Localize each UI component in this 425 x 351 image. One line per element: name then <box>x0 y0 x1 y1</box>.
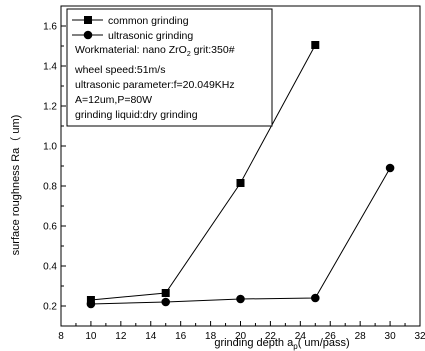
legend-entry-label: ultrasonic grinding <box>108 30 193 42</box>
square-marker <box>236 179 245 187</box>
legend-box <box>66 8 273 127</box>
x-axis-ticks: 8 10 12 14 16 18 20 22 24 26 28 30 32 <box>58 321 425 342</box>
series-markers <box>86 41 395 309</box>
x-tick-label: 12 <box>115 331 127 342</box>
legend-entry-label: common grinding <box>108 15 189 27</box>
y-axis-ticks: 0.2 0.4 0.6 0.8 1.0 1.2 1.4 1.6 <box>43 22 66 313</box>
square-marker <box>161 289 170 297</box>
x-tick-label: 24 <box>295 331 307 342</box>
legend: common grinding ultrasonic grinding Workma… <box>66 8 273 127</box>
circle-marker <box>310 293 320 303</box>
x-tick-label: 20 <box>235 331 247 342</box>
y-tick-label: 1.4 <box>43 62 57 73</box>
legend-annotation: Workmaterial: nano ZrO2 grit:350# <box>75 44 235 58</box>
x-tick-label: 32 <box>414 331 425 342</box>
legend-circle-marker <box>83 30 93 40</box>
legend-square-marker <box>84 16 92 24</box>
y-tick-label: 0.8 <box>43 182 57 193</box>
x-tick-label: 14 <box>145 331 157 342</box>
x-axis-label-subscript: p <box>293 342 298 351</box>
circle-marker <box>161 297 171 307</box>
y-tick-label: 1.0 <box>43 142 57 153</box>
x-tick-label: 18 <box>205 331 217 342</box>
circle-marker <box>236 294 245 304</box>
x-tick-label: 26 <box>325 331 337 342</box>
circle-marker <box>86 299 96 309</box>
x-tick-label: 22 <box>265 331 277 342</box>
y-axis-label: surface roughness Ra（ um) <box>9 115 22 256</box>
x-tick-label: 16 <box>175 331 187 342</box>
y-tick-label: 0.2 <box>43 302 57 313</box>
x-tick-label: 28 <box>355 331 367 342</box>
circle-marker <box>385 163 395 173</box>
series-line <box>90 44 316 301</box>
legend-annotation: ultrasonic parameter:f=20.049KHz <box>75 79 235 91</box>
square-marker <box>311 41 320 49</box>
x-axis-label-main: grinding depth a <box>214 337 294 349</box>
legend-annotation: wheel speed:51m/s <box>74 64 165 76</box>
y-tick-label: 1.6 <box>43 22 57 33</box>
series-line <box>90 167 391 305</box>
x-axis-label: grinding depth ap( um/pass) <box>214 337 349 351</box>
y-tick-label: 1.2 <box>43 102 57 113</box>
x-axis-label-unit: ( um/pass) <box>298 337 350 349</box>
y-tick-label: 0.6 <box>43 222 57 233</box>
legend-annotation: grinding liquid:dry grinding <box>75 109 198 121</box>
x-tick-label: 10 <box>85 331 97 342</box>
x-tick-label: 30 <box>385 331 397 342</box>
y-tick-label: 0.4 <box>43 262 57 273</box>
legend-annotation: A=12um,P=80W <box>75 94 152 106</box>
x-tick-label: 8 <box>58 331 64 342</box>
